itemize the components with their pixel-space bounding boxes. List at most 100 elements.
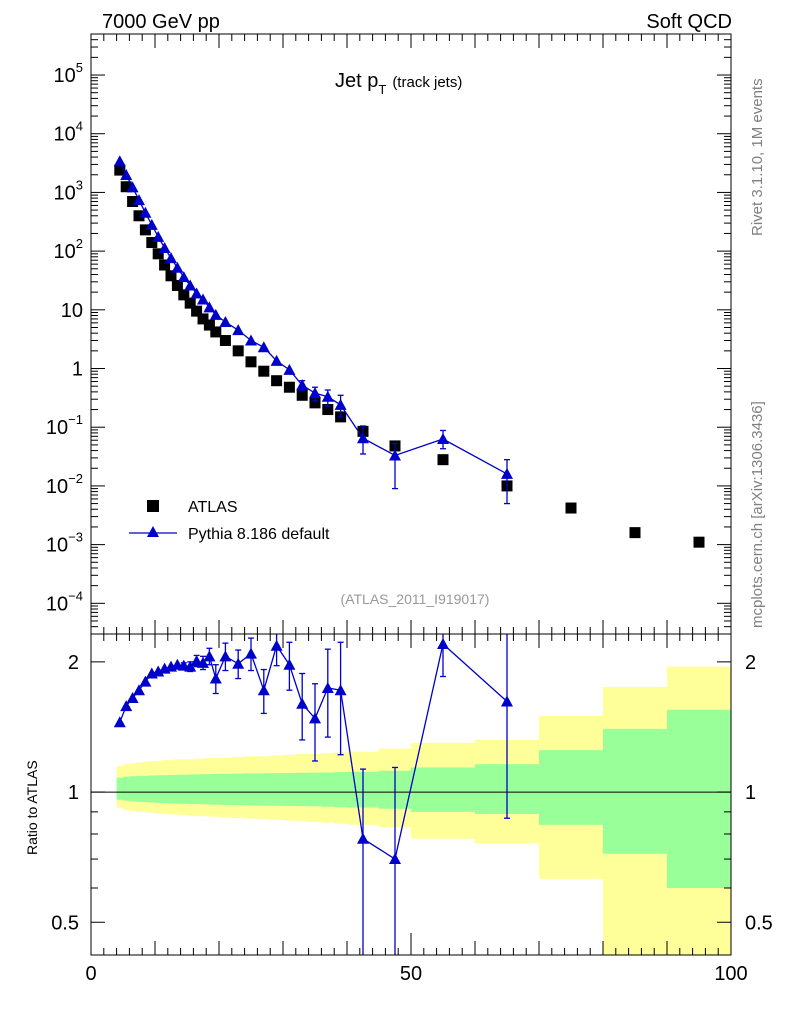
- y-tick-label: 105: [54, 60, 83, 87]
- ratio-point-pythia: [257, 684, 270, 696]
- data-point-pythia: [501, 467, 513, 479]
- data-point-pythia: [209, 308, 222, 320]
- uncertainty-band-inner: [219, 773, 233, 805]
- data-point-pythia: [321, 390, 334, 402]
- data-point-atlas: [197, 313, 209, 325]
- uncertainty-band-inner: [116, 777, 124, 800]
- ratio-point-pythia: [437, 637, 449, 649]
- data-point-pythia: [257, 341, 270, 353]
- y-tick-label: 1: [72, 359, 83, 381]
- y-tick-label: 10−2: [46, 471, 83, 498]
- ratio-point-pythia: [113, 716, 126, 728]
- data-point-atlas: [203, 319, 215, 331]
- y-tick-label-base: 10: [46, 417, 68, 439]
- uncertainty-band-inner: [244, 773, 258, 806]
- data-point-pythia: [197, 293, 209, 305]
- uncertainty-band-inner: [334, 772, 348, 808]
- uncertainty-band-inner: [174, 774, 182, 804]
- data-point-atlas: [133, 210, 145, 222]
- ratio-point-pythia: [334, 684, 347, 696]
- uncertainty-band-inner: [270, 773, 284, 806]
- y-tick-label: 104: [54, 119, 83, 146]
- uncertainty-band-inner: [155, 775, 162, 803]
- data-point-atlas: [146, 237, 158, 249]
- data-point-pythia: [309, 387, 321, 399]
- data-point-atlas: [171, 279, 183, 291]
- data-point-pythia: [219, 316, 232, 328]
- ratio-point-pythia: [270, 639, 283, 651]
- ratio-y-tick-label-right: 2: [745, 652, 756, 674]
- data-point-pythia: [283, 363, 296, 375]
- data-point-pythia: [357, 432, 369, 444]
- header-left: 7000 GeV pp: [102, 11, 220, 33]
- data-point-atlas: [210, 326, 222, 338]
- legend-label-data: ATLAS: [188, 499, 238, 516]
- data-point-atlas: [322, 404, 334, 416]
- data-point-pythia: [171, 261, 184, 273]
- ratio-clip-group: [91, 634, 731, 955]
- data-point-atlas: [127, 196, 139, 208]
- y-tick-label-exponent: −2: [68, 471, 83, 486]
- y-tick-label: 102: [54, 236, 83, 263]
- y-tick-label-exponent: −3: [68, 530, 83, 545]
- mc-series-line: [119, 160, 508, 475]
- uncertainty-band-inner: [123, 776, 130, 801]
- uncertainty-band-inner: [129, 776, 137, 802]
- x-tick-label: 100: [714, 963, 747, 985]
- data-point-atlas: [245, 356, 257, 368]
- uncertainty-band-inner: [212, 773, 220, 805]
- uncertainty-band-inner: [161, 775, 169, 804]
- ratio-point-pythia: [296, 697, 309, 709]
- y-tick-label: 10: [61, 300, 83, 322]
- main-plot-frame: [90, 33, 732, 635]
- uncertainty-band-inner: [257, 773, 271, 806]
- data-point-atlas: [283, 381, 295, 393]
- data-point-pythia: [113, 155, 126, 167]
- ratio-point-pythia: [152, 665, 165, 677]
- data-point-pythia: [232, 324, 245, 336]
- data-point-pythia: [203, 301, 216, 313]
- ratio-point-pythia: [357, 832, 369, 844]
- y-tick-label-exponent: 3: [76, 177, 83, 192]
- data-point-atlas: [219, 335, 231, 347]
- y-tick-label-exponent: −4: [68, 588, 83, 603]
- uncertainty-band-inner: [135, 775, 143, 802]
- y-tick-label-base: 10: [46, 476, 68, 498]
- data-point-pythia: [296, 379, 309, 391]
- ratio-point-pythia: [389, 853, 401, 865]
- uncertainty-band-inner: [142, 775, 150, 803]
- uncertainty-band-inner: [167, 775, 175, 804]
- data-point-atlas: [629, 527, 641, 539]
- ratio-point-pythia: [245, 647, 257, 659]
- x-tick-label: 0: [85, 963, 96, 985]
- data-point-atlas: [120, 181, 132, 193]
- legend-label-mc: Pythia 8.186 default: [188, 526, 330, 543]
- uncertainty-band-inner: [199, 774, 207, 805]
- ratio-y-tick-label-left: 0.5: [51, 912, 79, 934]
- data-point-atlas: [165, 270, 177, 282]
- data-point-pythia: [245, 334, 257, 346]
- ratio-y-tick-label-left: 2: [68, 652, 79, 674]
- header-right: Soft QCD: [646, 11, 732, 33]
- data-point-pythia: [270, 354, 283, 366]
- data-point-atlas: [114, 164, 126, 176]
- data-point-pythia: [133, 194, 145, 206]
- y-tick-label-exponent: 5: [76, 60, 83, 75]
- data-point-atlas: [565, 502, 577, 514]
- uncertainty-band-inner: [321, 772, 335, 807]
- uncertainty-band-inner: [539, 750, 604, 825]
- y-tick-label-base: 10: [54, 241, 76, 263]
- y-tick-label-base: 10: [46, 535, 68, 557]
- data-point-pythia: [190, 287, 203, 299]
- data-point-atlas: [437, 454, 449, 466]
- data-point-atlas: [296, 389, 308, 401]
- uncertainty-band-inner: [603, 728, 668, 854]
- legend-marker-data: [147, 500, 159, 512]
- data-point-pythia: [139, 206, 152, 218]
- uncertainty-band-inner: [308, 772, 322, 807]
- ratio-y-tick-label-left: 1: [68, 782, 79, 804]
- data-point-pythia: [126, 181, 139, 193]
- data-point-atlas: [152, 248, 164, 260]
